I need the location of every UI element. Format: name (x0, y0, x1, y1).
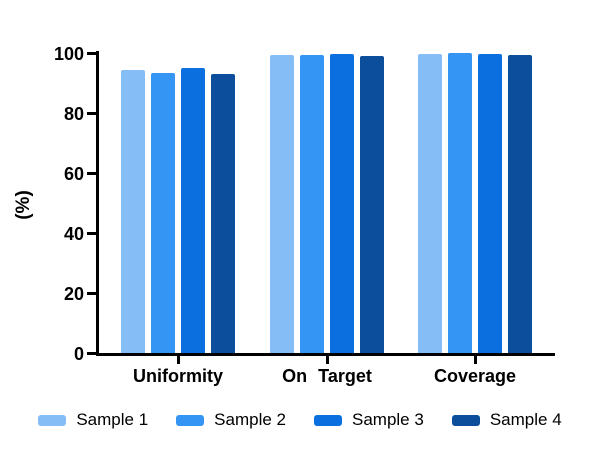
x-category-label-on-target: On Target (282, 366, 372, 386)
legend: Sample 1 Sample 2 Sample 3 Sample 4 (0, 410, 600, 430)
legend-item-sample-3: Sample 3 (314, 410, 424, 430)
bar-uniformity-sample-3 (181, 68, 205, 353)
bar-uniformity-sample-2 (151, 72, 175, 353)
y-tick-label: 0 (73, 344, 84, 364)
y-tick (87, 232, 96, 235)
legend-swatch-sample-1 (38, 414, 67, 426)
legend-swatch-sample-4 (451, 414, 480, 426)
legend-label-sample-3: Sample 3 (352, 410, 424, 429)
x-tick (176, 356, 180, 364)
y-tick-label: 60 (63, 164, 84, 184)
bar-coverage-sample-3 (478, 53, 502, 353)
x-category-label-coverage: Coverage (433, 366, 517, 386)
bar-on-target-sample-4 (360, 56, 384, 353)
legend-item-sample-2: Sample 2 (176, 410, 286, 430)
x-axis-line (96, 353, 555, 356)
bar-uniformity-sample-1 (121, 70, 145, 353)
y-tick (87, 172, 96, 175)
legend-label-sample-1: Sample 1 (76, 410, 149, 429)
y-tick (87, 352, 96, 355)
legend-label-sample-4: Sample 4 (489, 410, 562, 429)
legend-swatch-sample-3 (314, 414, 342, 426)
y-tick-label: 40 (63, 224, 84, 244)
bar-on-target-sample-3 (330, 54, 354, 353)
x-tick (473, 356, 477, 364)
y-tick-label: 80 (63, 104, 84, 124)
legend-item-sample-4: Sample 4 (451, 410, 562, 430)
bar-on-target-sample-2 (300, 54, 324, 353)
bar-on-target-sample-1 (270, 55, 294, 353)
legend-label-sample-2: Sample 2 (214, 410, 286, 429)
y-tick-label: 20 (63, 284, 84, 304)
y-tick (87, 112, 96, 115)
bar-coverage-sample-2 (448, 53, 472, 353)
y-axis-line (96, 51, 99, 356)
y-tick-label: 100 (53, 44, 84, 64)
legend-item-sample-1: Sample 1 (38, 410, 148, 430)
y-tick (87, 292, 96, 295)
legend-swatch-sample-2 (176, 414, 205, 426)
bar-coverage-sample-1 (418, 53, 442, 353)
bar-uniformity-sample-4 (211, 74, 235, 353)
bar-coverage-sample-4 (508, 54, 532, 353)
x-category-label-uniformity: Uniformity (133, 366, 223, 386)
x-tick (325, 356, 329, 364)
y-tick (87, 52, 96, 55)
